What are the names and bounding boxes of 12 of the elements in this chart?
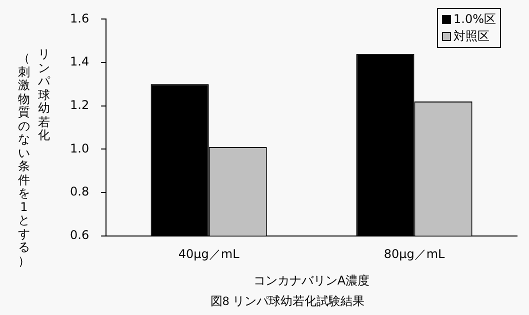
y-tick-label: 1.0 (70, 141, 90, 156)
y-tick-label: 1.4 (70, 54, 90, 69)
x-axis-title: コンカナバリンA濃度 (253, 274, 370, 288)
y-tick-label: 1.6 (70, 11, 90, 26)
x-tick-label: 80μg／mL (384, 247, 446, 262)
x-tick-label: 40μg／mL (178, 247, 240, 262)
y-tick-label: 0.6 (70, 228, 90, 242)
y-tick-label: 0.8 (70, 184, 90, 199)
legend-label: 1.0%区 (452, 11, 496, 28)
y-tick-label: 1.2 (70, 98, 90, 112)
legend-label: 対照区 (452, 28, 490, 45)
text: 図8 リンパ球幼若化試験結果 (210, 294, 365, 308)
